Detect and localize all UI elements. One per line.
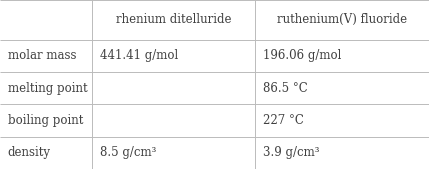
Text: 441.41 g/mol: 441.41 g/mol [100, 49, 178, 62]
Text: ruthenium(V) fluoride: ruthenium(V) fluoride [277, 13, 407, 26]
Text: melting point: melting point [8, 82, 88, 95]
Text: density: density [8, 146, 51, 159]
Text: 3.9 g/cm³: 3.9 g/cm³ [263, 146, 320, 159]
Text: 86.5 °C: 86.5 °C [263, 82, 308, 95]
Text: 196.06 g/mol: 196.06 g/mol [263, 49, 341, 62]
Text: 8.5 g/cm³: 8.5 g/cm³ [100, 146, 156, 159]
Text: molar mass: molar mass [8, 49, 76, 62]
Text: rhenium ditelluride: rhenium ditelluride [116, 13, 232, 26]
Text: boiling point: boiling point [8, 114, 83, 127]
Text: 227 °C: 227 °C [263, 114, 304, 127]
